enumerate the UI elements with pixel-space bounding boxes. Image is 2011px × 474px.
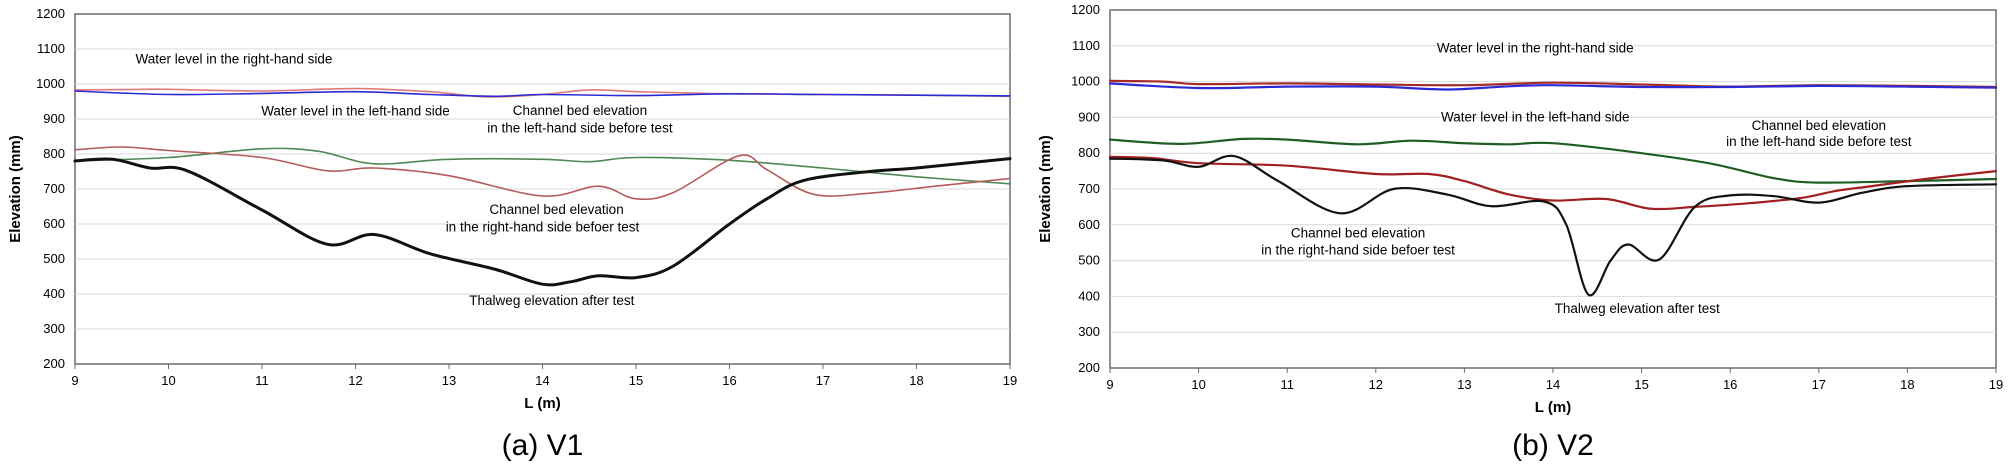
x-tick-label: 13 [442, 373, 456, 388]
y-tick-label: 700 [43, 181, 65, 196]
y-tick-label: 500 [1078, 253, 1100, 268]
annotation-label: Channel bed elevation [1752, 118, 1886, 133]
y-tick-label: 600 [43, 216, 65, 231]
figure-caption: (a) V1 [502, 429, 584, 462]
y-tick-label: 400 [43, 286, 65, 301]
chart-v1: 200 300 400 500 600 700 800 900 1000 1100 1200 9 10 1… [7, 6, 1017, 462]
x-tick-label: 10 [1191, 377, 1205, 392]
y-tick-label: 200 [43, 356, 65, 371]
y-tick-label: 1000 [1071, 74, 1100, 89]
y-tick-label: 500 [43, 251, 65, 266]
series-line [74, 146, 1011, 201]
x-tick-label: 13 [1457, 377, 1471, 392]
y-tick-label: 300 [1078, 324, 1100, 339]
x-tick-label: 9 [71, 373, 78, 388]
y-tick-label: 200 [1078, 360, 1100, 375]
series-line [74, 147, 1011, 185]
series-line [1108, 154, 1998, 297]
x-axis-title: L (m) [1535, 399, 1571, 416]
y-tick-label: 700 [1078, 181, 1100, 196]
annotation-label: Water level in the right-hand side [136, 52, 333, 67]
series-line [74, 90, 1011, 98]
y-tick-label: 800 [43, 146, 65, 161]
x-tick-label: 10 [161, 373, 175, 388]
series-line [1108, 155, 1998, 211]
x-tick-label: 15 [629, 373, 643, 388]
y-tick-label: 400 [1078, 288, 1100, 303]
y-tick-label: 1100 [37, 41, 65, 56]
y-tick-label: 1200 [36, 6, 65, 21]
annotation-label: Channel bed elevation [1291, 225, 1425, 240]
x-tick-label: 18 [909, 373, 923, 388]
y-axis-title: Elevation (mm) [7, 135, 24, 243]
annotation-label: in the left-hand side before test [487, 120, 673, 135]
x-tick-label: 16 [1723, 377, 1737, 392]
y-tick-label: 300 [43, 321, 65, 336]
x-tick-label: 18 [1900, 377, 1914, 392]
x-tick-label: 19 [1989, 377, 2003, 392]
y-axis-title: Elevation (mm) [1037, 135, 1054, 243]
figure-caption: (b) V2 [1512, 429, 1594, 462]
annotation-label: in the right-hand side befoer test [1261, 243, 1455, 258]
x-tick-label: 17 [816, 373, 830, 388]
annotation-label: Thalweg elevation after test [1555, 301, 1720, 316]
annotation-label: in the right-hand side befoer test [446, 220, 640, 235]
annotation-label: Water level in the left-hand side [1441, 110, 1630, 125]
x-tick-label: 17 [1812, 377, 1826, 392]
x-axis-title: L (m) [524, 395, 560, 412]
annotation-label: Water level in the right-hand side [1437, 41, 1634, 56]
y-tick-label: 900 [1078, 109, 1100, 124]
series-line [1108, 82, 1998, 91]
x-tick-label: 16 [722, 373, 736, 388]
y-tick-label: 1100 [1072, 38, 1100, 53]
y-tick-label: 600 [1078, 217, 1100, 232]
annotation-label: Channel bed elevation [513, 103, 647, 118]
x-tick-label: 14 [535, 373, 549, 388]
series-line [1108, 137, 1998, 184]
x-tick-label: 12 [348, 373, 362, 388]
x-tick-label: 11 [1280, 377, 1294, 392]
x-tick-label: 12 [1369, 377, 1383, 392]
annotation-label: Water level in the left-hand side [261, 104, 450, 119]
y-tick-label: 1000 [36, 76, 65, 91]
y-tick-label: 1200 [1071, 2, 1100, 17]
series-line [73, 157, 1012, 287]
y-tick-label: 900 [43, 111, 65, 126]
chart-v2: 200 300 400 500 600 700 800 900 1000 1100 1200 9 10 1… [1037, 2, 2003, 462]
x-tick-label: 15 [1634, 377, 1648, 392]
x-tick-label: 14 [1546, 377, 1560, 392]
annotation-label: Thalweg elevation after test [469, 293, 634, 308]
x-tick-label: 11 [255, 373, 269, 388]
y-tick-label: 800 [1078, 145, 1100, 160]
x-tick-label: 9 [1106, 377, 1113, 392]
x-tick-label: 19 [1003, 373, 1017, 388]
annotation-label: Channel bed elevation [489, 202, 623, 217]
annotation-label: in the left-hand side before test [1726, 134, 1912, 149]
